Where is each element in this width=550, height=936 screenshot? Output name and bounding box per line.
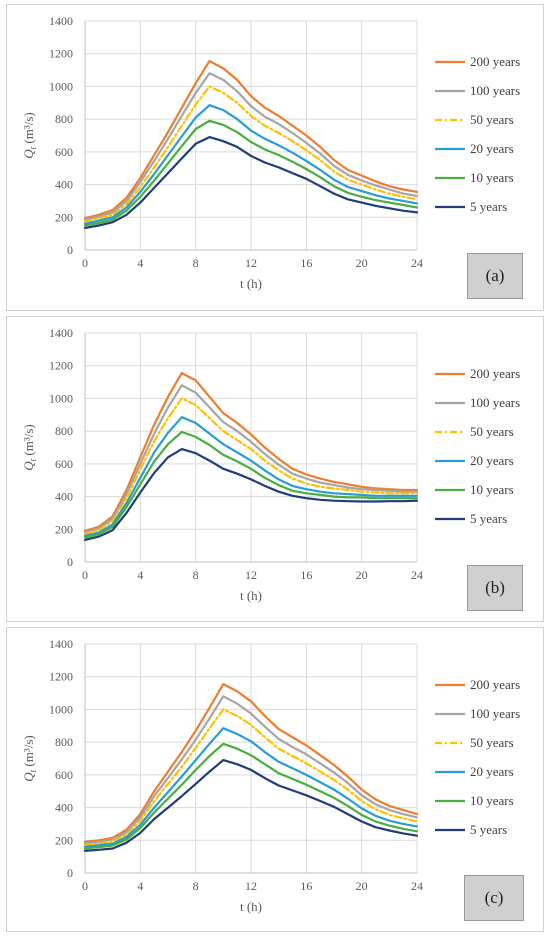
panel-label-c: (c) (464, 875, 524, 921)
x-tick-label: 12 (245, 256, 257, 270)
x-tick-label: 24 (411, 879, 423, 893)
series-line-5-years (83, 136, 419, 229)
x-axis-label: t (h) (240, 899, 262, 914)
y-tick-label: 1400 (49, 326, 73, 340)
series-line-10-years (83, 119, 419, 227)
series-line-20-years (83, 104, 419, 225)
x-tick-label: 4 (137, 568, 143, 582)
x-tick-label: 8 (193, 568, 199, 582)
legend-label: 100 years (470, 83, 520, 98)
x-tick-label: 16 (300, 256, 312, 270)
series-line-5-years (83, 448, 419, 541)
series-line-100-years (83, 384, 419, 534)
x-axis-label: t (h) (240, 276, 262, 291)
y-axis-label: Qt (m³/s) (21, 424, 38, 471)
x-tick-label: 4 (137, 256, 143, 270)
x-tick-label: 4 (137, 879, 143, 893)
legend-label: 5 years (470, 822, 507, 837)
legend-label: 10 years (470, 170, 514, 185)
series-line-50-years (83, 708, 419, 847)
legend-label: 10 years (470, 793, 514, 808)
y-tick-label: 1200 (49, 670, 73, 684)
y-tick-label: 800 (55, 735, 73, 749)
y-tick-label: 600 (55, 457, 73, 471)
chart-panel-b: 0 4 8 12 16 20 24 0 200 400 600 800 1000 1200 1400 t (h… (6, 316, 544, 622)
legend-label: 100 years (470, 395, 520, 410)
y-tick-label: 1200 (49, 47, 73, 61)
chart-svg-b: 0 4 8 12 16 20 24 0 200 400 600 800 1000 1200 1400 t (h… (21, 326, 520, 603)
legend-label: 100 years (470, 706, 520, 721)
x-axis-label: t (h) (240, 588, 262, 603)
legend-label: 200 years (470, 366, 520, 381)
panel-label-b: (b) (467, 565, 523, 611)
y-tick-label: 200 (55, 210, 73, 224)
y-tick-label: 200 (55, 833, 73, 847)
x-tick-label: 0 (82, 879, 88, 893)
legend-label: 10 years (470, 482, 514, 497)
series-line-5-years (83, 759, 419, 852)
x-tick-label: 20 (356, 568, 368, 582)
legend-label: 200 years (470, 677, 520, 692)
x-tick-label: 8 (193, 879, 199, 893)
series-line-50-years (83, 85, 419, 223)
legend-label: 5 years (470, 511, 507, 526)
series-line-10-years (83, 742, 419, 850)
legend-label: 5 years (470, 199, 507, 214)
y-tick-label: 0 (67, 866, 73, 880)
y-tick-label: 400 (55, 178, 73, 192)
y-tick-label: 400 (55, 801, 73, 815)
x-tick-label: 8 (193, 256, 199, 270)
x-tick-label: 12 (245, 879, 257, 893)
panel-label-a: (a) (467, 253, 523, 299)
y-axis-label: Qt (m³/s) (21, 735, 38, 782)
series-line-100-years (83, 695, 419, 845)
series-line-200-years (83, 371, 419, 532)
y-tick-label: 0 (67, 243, 73, 257)
series-line-20-years (83, 416, 419, 537)
y-tick-label: 1400 (49, 14, 73, 28)
series-line-10-years (83, 430, 419, 539)
x-tick-label: 24 (411, 256, 423, 270)
series-line-200-years (83, 59, 419, 220)
chart-svg-c: 0 4 8 12 16 20 24 0 200 400 600 800 1000 1200 1400 t (h… (21, 637, 520, 914)
legend-label: 50 years (470, 424, 514, 439)
y-tick-label: 1400 (49, 637, 73, 651)
x-tick-label: 0 (82, 256, 88, 270)
series-line-200-years (83, 682, 419, 843)
series-line-20-years (83, 727, 419, 848)
legend-label: 20 years (470, 764, 514, 779)
legend-label: 20 years (470, 141, 514, 156)
y-tick-label: 1000 (49, 79, 73, 93)
x-tick-label: 20 (356, 256, 368, 270)
x-tick-label: 24 (411, 568, 423, 582)
y-tick-label: 1000 (49, 702, 73, 716)
x-tick-label: 12 (245, 568, 257, 582)
legend-label: 20 years (470, 453, 514, 468)
chart-svg-a: 0 4 8 12 16 20 24 0 200 400 600 800 1000 1200 1400 t (h… (21, 14, 520, 291)
x-tick-label: 16 (300, 568, 312, 582)
x-tick-label: 20 (356, 879, 368, 893)
y-tick-label: 1200 (49, 359, 73, 373)
y-tick-label: 400 (55, 490, 73, 504)
series-line-100-years (83, 72, 419, 221)
x-tick-label: 0 (82, 568, 88, 582)
y-tick-label: 800 (55, 112, 73, 126)
chart-panel-a: 0 4 8 12 16 20 24 0 200 400 600 800 1000 1200 1400 t (h… (6, 4, 544, 311)
y-tick-label: 1000 (49, 391, 73, 405)
legend-label: 50 years (470, 735, 514, 750)
chart-panel-c: 0 4 8 12 16 20 24 0 200 400 600 800 1000 1200 1400 t (h… (6, 627, 544, 932)
legend-label: 200 years (470, 54, 520, 69)
legend-label: 50 years (470, 112, 514, 127)
x-tick-label: 16 (300, 879, 312, 893)
y-tick-label: 600 (55, 145, 73, 159)
y-tick-label: 600 (55, 768, 73, 782)
y-axis-label: Qt (m³/s) (21, 112, 38, 159)
y-tick-label: 200 (55, 522, 73, 536)
y-tick-label: 0 (67, 555, 73, 569)
series-line-50-years (83, 397, 419, 536)
y-tick-label: 800 (55, 424, 73, 438)
